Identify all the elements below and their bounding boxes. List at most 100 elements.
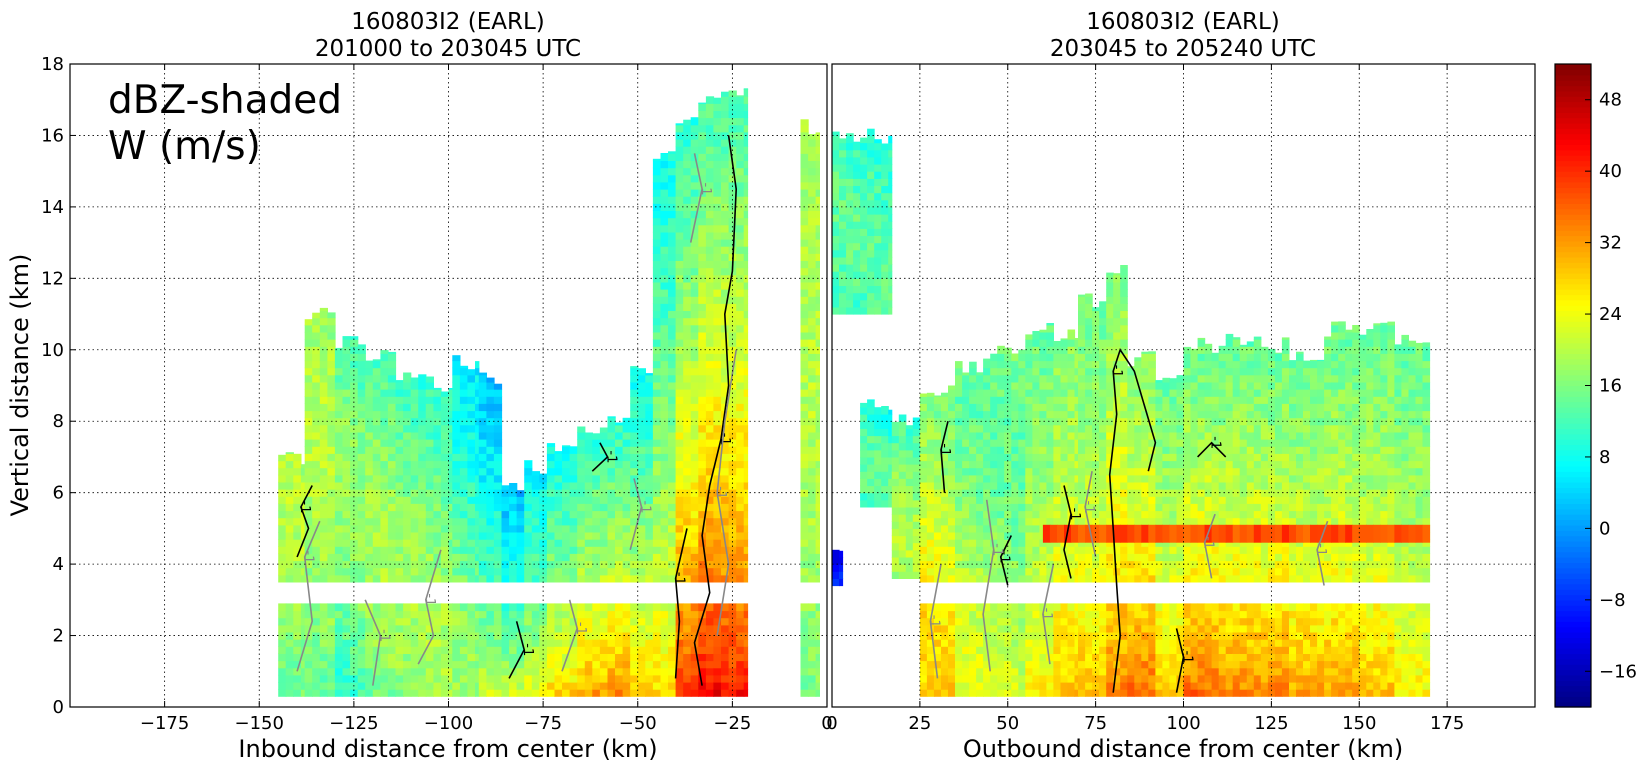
inbound-dbz-cell bbox=[357, 567, 366, 576]
inbound-dbz-cell bbox=[721, 224, 730, 233]
inbound-dbz-cell bbox=[278, 524, 287, 533]
inbound-dbz-cell bbox=[599, 453, 609, 462]
inbound-dbz-cell bbox=[569, 667, 578, 676]
outbound-dbz-cell bbox=[846, 299, 854, 308]
inbound-dbz-cell bbox=[652, 158, 662, 162]
inbound-dbz-cell bbox=[486, 546, 495, 554]
outbound-dbz-cell bbox=[881, 256, 889, 265]
inbound-dbz-cell bbox=[652, 460, 662, 469]
outbound-dbz-cell bbox=[1004, 553, 1012, 562]
inbound-dbz-cell bbox=[800, 310, 809, 319]
inbound-dbz-cell bbox=[675, 260, 684, 269]
inbound-dbz-cell bbox=[440, 524, 450, 533]
inbound-dbz-cell bbox=[660, 360, 669, 369]
inbound-dbz-cell bbox=[300, 617, 306, 626]
outbound-dbz-cell bbox=[969, 617, 977, 626]
outbound-dbz-cell bbox=[888, 478, 893, 487]
inbound-dbz-cell bbox=[577, 426, 586, 433]
outbound-dbz-cell bbox=[867, 456, 875, 465]
inbound-dbz-cell bbox=[486, 660, 495, 669]
outbound-dbz-cell bbox=[962, 372, 970, 376]
outbound-dbz-cell bbox=[832, 306, 840, 315]
outbound-dbz-cell bbox=[1060, 474, 1069, 483]
inbound-dbz-cell bbox=[675, 424, 684, 433]
outbound-dbz-cell bbox=[874, 285, 882, 294]
outbound-dbz-cell bbox=[1046, 496, 1054, 504]
inbound-dbz-cell bbox=[800, 374, 809, 383]
inbound-dbz-cell bbox=[652, 574, 662, 583]
inbound-dbz-cell bbox=[425, 532, 434, 540]
inbound-dbz-cell bbox=[713, 667, 722, 676]
inbound-dbz-cell bbox=[524, 682, 533, 690]
inbound-dbz-cell bbox=[418, 624, 427, 633]
inbound-dbz-cell bbox=[418, 546, 427, 554]
inbound-dbz-cell bbox=[721, 381, 730, 390]
inbound-dbz-cell bbox=[493, 653, 503, 662]
outbound-dbz-cell bbox=[1025, 617, 1033, 626]
inbound-dbz-cell bbox=[728, 467, 737, 476]
inbound-dbz-cell bbox=[418, 381, 427, 390]
inbound-dbz-cell bbox=[418, 539, 427, 547]
inbound-dbz-cell bbox=[800, 303, 809, 311]
inbound-dbz-cell bbox=[380, 603, 389, 612]
inbound-dbz-cell bbox=[475, 374, 480, 383]
inbound-dbz-cell bbox=[637, 460, 646, 469]
outbound-dbz-cell bbox=[1046, 481, 1054, 490]
outbound-dbz-cell bbox=[969, 624, 977, 633]
outbound-dbz-cell bbox=[941, 510, 949, 519]
inbound-dbz-cell bbox=[312, 603, 321, 612]
inbound-dbz-cell bbox=[698, 260, 707, 269]
outbound-dbz-cell bbox=[891, 421, 900, 429]
inbound-dbz-cell bbox=[705, 224, 715, 233]
outbound-dbz-cell bbox=[846, 133, 854, 137]
inbound-dbz-cell bbox=[342, 553, 351, 562]
inbound-dbz-cell bbox=[539, 532, 548, 540]
inbound-dbz-cell bbox=[312, 617, 321, 626]
outbound-dbz-cell bbox=[1085, 303, 1093, 311]
outbound-dbz-cell bbox=[860, 299, 868, 308]
inbound-dbz-cell bbox=[630, 389, 639, 397]
outbound-dbz-cell bbox=[933, 410, 942, 419]
inbound-dbz-cell bbox=[743, 453, 749, 462]
inbound-dbz-cell bbox=[607, 624, 616, 633]
inbound-dbz-cell bbox=[425, 574, 434, 583]
inbound-dbz-cell bbox=[607, 489, 616, 497]
outbound-dbz-cell bbox=[1011, 646, 1019, 654]
inbound-dbz-cell bbox=[475, 624, 480, 633]
outbound-dbz-cell bbox=[919, 560, 928, 569]
outbound-dbz-cell bbox=[990, 424, 998, 433]
inbound-dbz-cell bbox=[327, 460, 336, 469]
inbound-dbz-cell bbox=[808, 303, 817, 311]
outbound-dbz-cell bbox=[832, 235, 840, 244]
outbound-dbz-cell bbox=[846, 271, 854, 279]
inbound-dbz-cell bbox=[478, 439, 487, 447]
outbound-dbz-cell bbox=[1004, 689, 1012, 697]
inbound-w-contour bbox=[417, 549, 442, 665]
inbound-dbz-cell bbox=[690, 296, 699, 304]
inbound-dbz-cell bbox=[350, 431, 359, 440]
inbound-dbz-cell bbox=[721, 646, 730, 654]
inbound-dbz-cell bbox=[433, 387, 442, 390]
inbound-dbz-cell bbox=[800, 553, 809, 562]
inbound-dbz-cell bbox=[372, 360, 381, 369]
inbound-dbz-cell bbox=[705, 281, 715, 290]
inbound-dbz-cell bbox=[516, 496, 525, 504]
inbound-dbz-cell bbox=[342, 574, 351, 583]
outbound-dbz-cell bbox=[1046, 381, 1054, 390]
inbound-dbz-cell bbox=[327, 453, 336, 462]
outbound-dbz-cell bbox=[898, 442, 907, 451]
outbound-dbz-cell bbox=[1025, 367, 1033, 376]
outbound-dbz-cell bbox=[1053, 353, 1061, 362]
inbound-dbz-cell bbox=[395, 646, 404, 654]
inbound-dbz-cell bbox=[645, 682, 654, 690]
inbound-dbz-cell bbox=[815, 474, 820, 483]
outbound-dbz-cell bbox=[888, 464, 893, 472]
inbound-dbz-cell bbox=[800, 667, 809, 676]
outbound-dbz-cell bbox=[881, 478, 889, 487]
inbound-dbz-cell bbox=[808, 674, 817, 683]
inbound-dbz-cell bbox=[637, 517, 646, 526]
outbound-dbz-cell bbox=[1046, 474, 1054, 483]
inbound-dbz-cell bbox=[615, 639, 624, 647]
inbound-dbz-cell bbox=[721, 389, 730, 397]
inbound-dbz-cell bbox=[736, 560, 745, 569]
